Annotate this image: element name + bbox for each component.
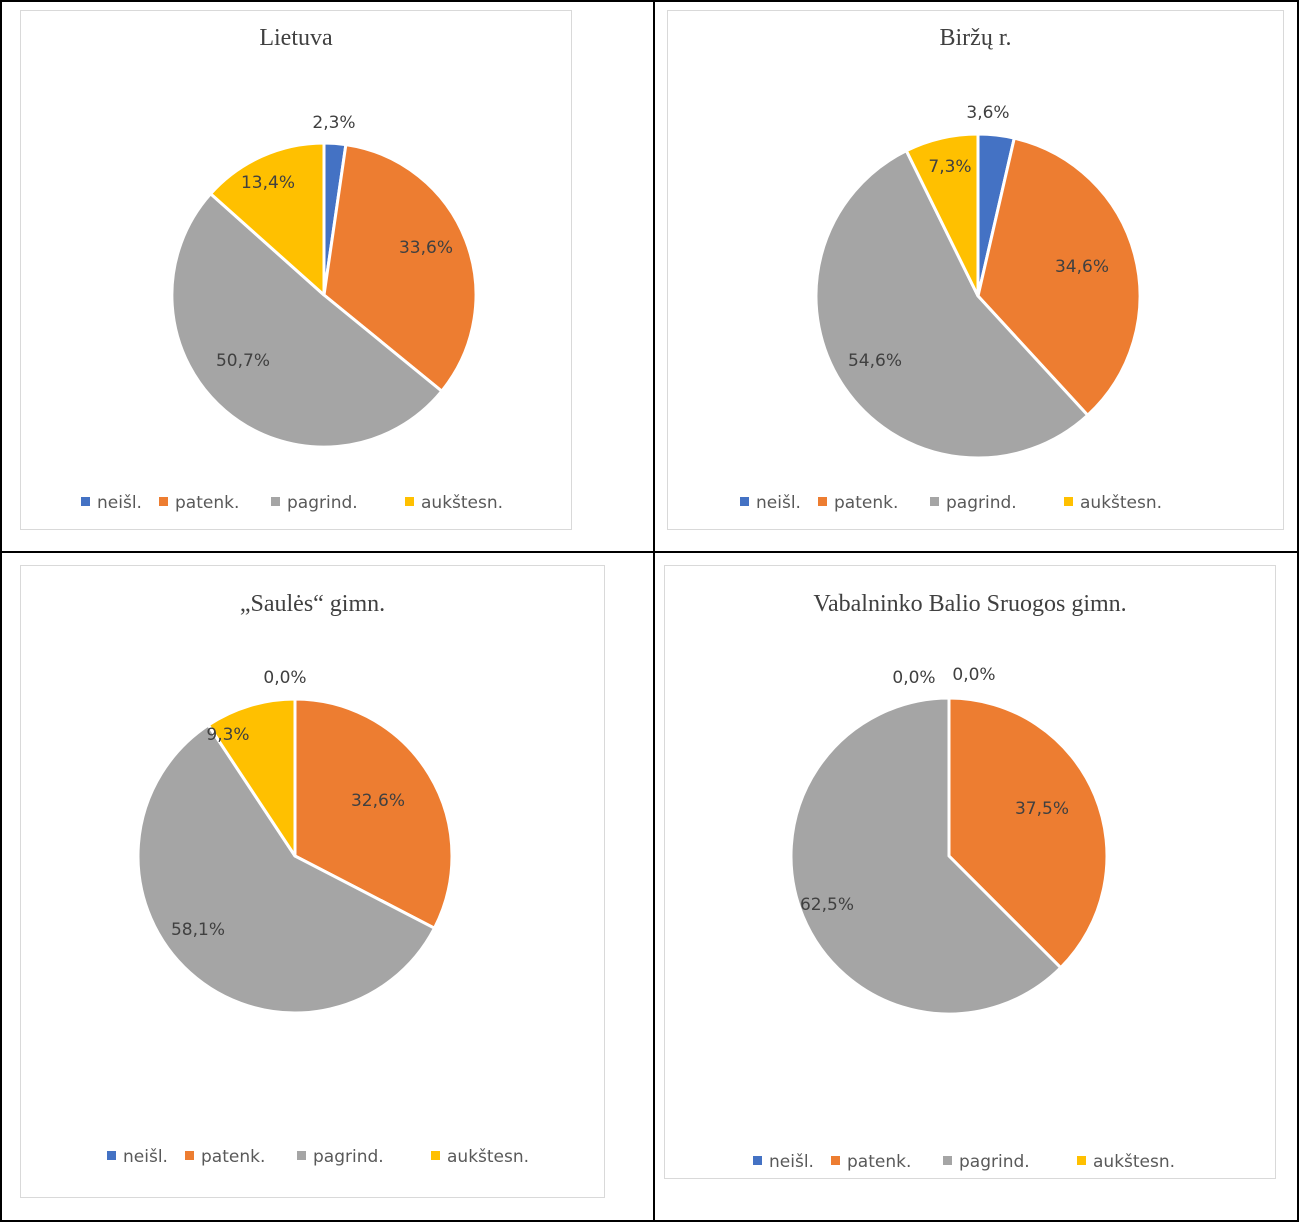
legend-swatch [185,1151,194,1160]
legend-item-pagrind: pagrind. [271,493,358,513]
legend-swatch [818,497,827,506]
legend-label: pagrind. [946,493,1017,513]
pie-slice-pagrind [136,723,436,1015]
legend-swatch [831,1156,840,1165]
legend-item-patenk: patenk. [185,1147,265,1167]
data-label-pagrind: 58,1% [171,920,225,940]
legend-label: neišl. [123,1147,168,1167]
legend-label: aukštesn. [1080,493,1162,513]
grid-line-bottom [0,1220,1299,1222]
chart-birzu: Biržų r. 3,6% 34,6% 54,6% 7,3% neišl. patenk. p… [667,10,1284,530]
legend-label: neišl. [756,493,801,513]
legend-item-aukstesn: aukštesn. [1077,1152,1175,1172]
data-label-patenk: 34,6% [1055,257,1109,277]
data-label-aukstesn: 13,4% [241,173,295,193]
legend-label: patenk. [834,493,898,513]
data-label-pagrind: 62,5% [800,895,854,915]
pie-slice-pagrind [170,192,444,449]
legend-swatch [1077,1156,1086,1165]
legend-item-neisl: neišl. [81,493,142,513]
grid-line-middle [0,551,1299,553]
legend-label: neišl. [769,1152,814,1172]
legend-swatch [740,497,749,506]
pie-slice-pagrind [789,696,1063,1016]
grid-line-center [653,0,655,1222]
pie-chart-svg: Lietuva 2,3% 33,6% 50,7% 13,4% neišl. patenk. p… [81,25,503,513]
data-label-patenk: 33,6% [399,238,453,258]
legend-item-pagrind: pagrind. [943,1152,1030,1172]
chart-saules: „Saulės“ gimn. 0,0% 32,6% 58,1% 9,3% neišl. pa… [20,565,605,1198]
legend-swatch [297,1151,306,1160]
grid-line-top [0,0,1299,2]
pie-slice-patenk [947,696,1109,970]
legend-swatch [159,497,168,506]
data-label-aukstesn: 0,0% [952,665,995,685]
legend-item-pagrind: pagrind. [297,1147,384,1167]
pie-slice-aukstesn [206,697,297,858]
legend-item-aukstesn: aukštesn. [431,1147,529,1167]
data-label-pagrind: 50,7% [216,351,270,371]
data-label-neisl: 0,0% [892,668,935,688]
chart-title: „Saulės“ gimn. [240,591,385,617]
legend-label: pagrind. [959,1152,1030,1172]
legend-item-neisl: neišl. [753,1152,814,1172]
chart-lietuva: Lietuva 2,3% 33,6% 50,7% 13,4% neišl. patenk. p… [20,10,572,530]
pie-slice-patenk [293,697,454,930]
legend-swatch [930,497,939,506]
chart-vabalninko: Vabalninko Balio Sruogos gimn. 0,0% 37,5% 6… [664,565,1276,1179]
legend-item-pagrind: pagrind. [930,493,1017,513]
legend-item-neisl: neišl. [107,1147,168,1167]
pie-chart-svg: Biržų r. 3,6% 34,6% 54,6% 7,3% neišl. patenk. p… [740,25,1162,513]
data-label-aukstesn: 7,3% [928,157,971,177]
legend-swatch [431,1151,440,1160]
legend-label: pagrind. [287,493,358,513]
legend-item-neisl: neišl. [740,493,801,513]
legend-swatch [107,1151,116,1160]
legend-item-aukstesn: aukštesn. [405,493,503,513]
legend-label: patenk. [847,1152,911,1172]
legend-swatch [753,1156,762,1165]
legend-swatch [81,497,90,506]
data-label-neisl: 2,3% [312,113,355,133]
pie-slice-aukstesn [209,141,326,297]
pie-slice-patenk [976,136,1142,417]
legend-swatch [943,1156,952,1165]
chart-title: Vabalninko Balio Sruogos gimn. [813,591,1126,617]
legend-item-patenk: patenk. [818,493,898,513]
legend-label: patenk. [201,1147,265,1167]
legend-label: neišl. [97,493,142,513]
data-label-aukstesn: 9,3% [206,725,249,745]
pie-chart-svg: Vabalninko Balio Sruogos gimn. 0,0% 37,5% 6… [753,591,1175,1172]
chart-title: Lietuva [259,25,333,51]
legend-label: aukštesn. [421,493,503,513]
grid-line-right [1297,0,1299,1222]
legend-swatch [405,497,414,506]
legend-item-patenk: patenk. [831,1152,911,1172]
legend-item-patenk: patenk. [159,493,239,513]
legend-swatch [271,497,280,506]
pie-chart-svg: „Saulės“ gimn. 0,0% 32,6% 58,1% 9,3% neišl. pa… [107,591,529,1167]
pie-slice-aukstesn [904,132,980,298]
pie-slice-patenk [322,143,478,393]
data-label-patenk: 32,6% [351,791,405,811]
chart-title: Biržų r. [940,25,1012,51]
legend-label: aukštesn. [447,1147,529,1167]
data-label-pagrind: 54,6% [848,351,902,371]
legend-label: pagrind. [313,1147,384,1167]
pie-slice-pagrind [814,149,1090,460]
data-label-patenk: 37,5% [1015,799,1069,819]
legend-swatch [1064,497,1073,506]
legend-label: patenk. [175,493,239,513]
data-label-neisl: 0,0% [263,668,306,688]
data-label-neisl: 3,6% [966,103,1009,123]
legend-item-aukstesn: aukštesn. [1064,493,1162,513]
grid-line-left [0,0,2,1222]
legend-label: aukštesn. [1093,1152,1175,1172]
